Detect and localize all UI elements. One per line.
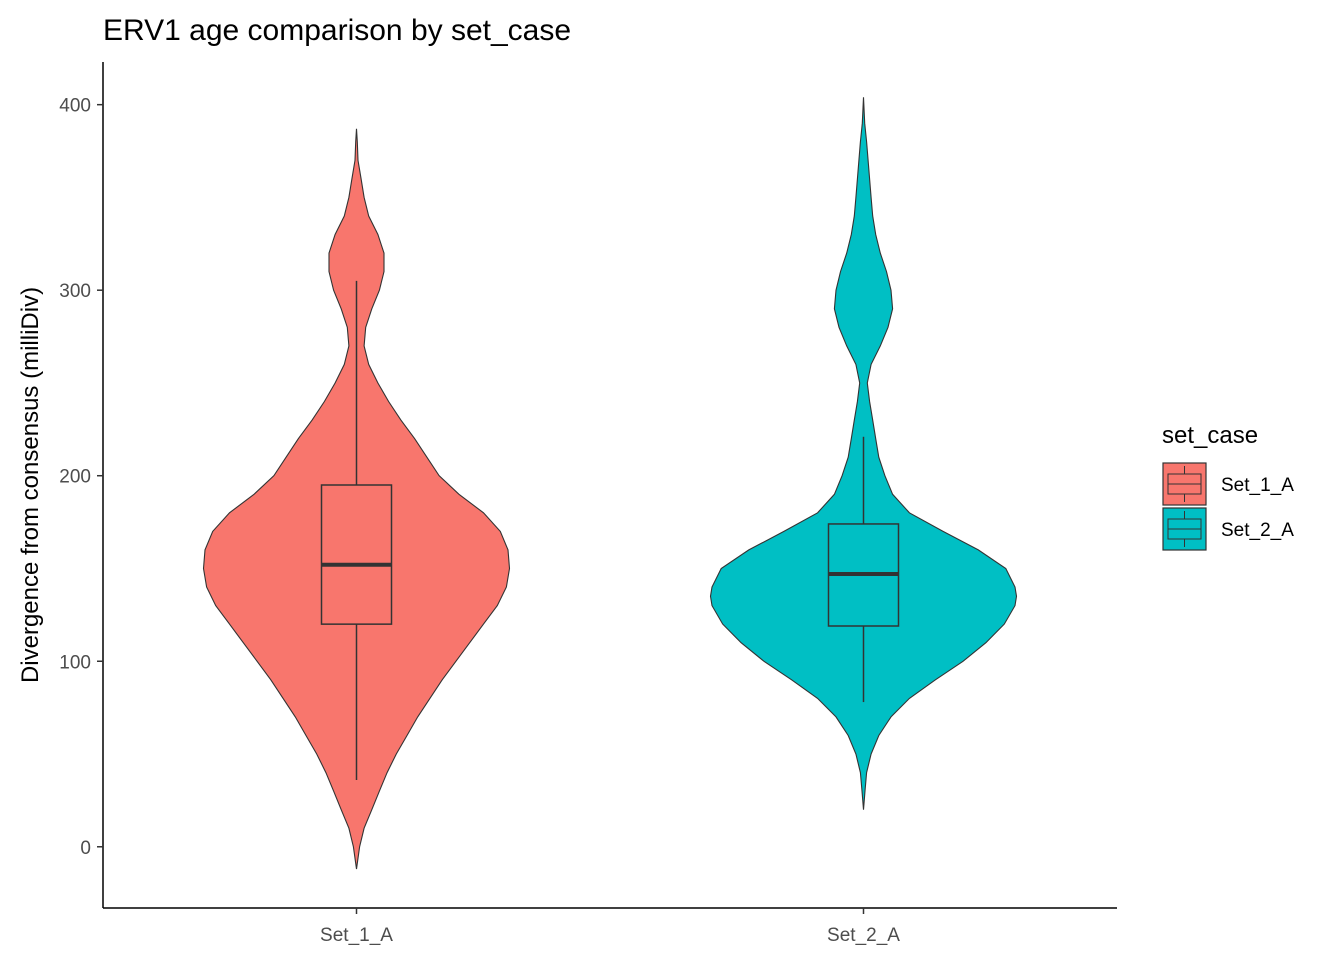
chart-title: ERV1 age comparison by set_case [103, 14, 571, 47]
legend-label: Set_1_A [1221, 475, 1294, 496]
violin-Set_1_A [202, 128, 511, 870]
y-tick-label: 100 [59, 652, 91, 673]
y-tick-label: 200 [59, 467, 91, 488]
x-tick-label: Set_1_A [320, 925, 393, 946]
y-tick-label: 0 [80, 838, 91, 859]
box-Set_1_A [320, 484, 393, 625]
y-tick-label: 300 [59, 281, 91, 302]
x-tick-label: Set_2_A [827, 925, 900, 946]
y-tick-label: 400 [59, 96, 91, 117]
legend: set_case Set_1_A Set_2_A [1162, 422, 1294, 551]
legend-title: set_case [1162, 422, 1258, 449]
legend-label: Set_2_A [1221, 520, 1294, 541]
plot-area: 0 100 200 300 400 Set_1_A Set_2_A [59, 62, 1117, 946]
y-axis-title: Divergence from consensus (milliDiv) [17, 287, 44, 683]
